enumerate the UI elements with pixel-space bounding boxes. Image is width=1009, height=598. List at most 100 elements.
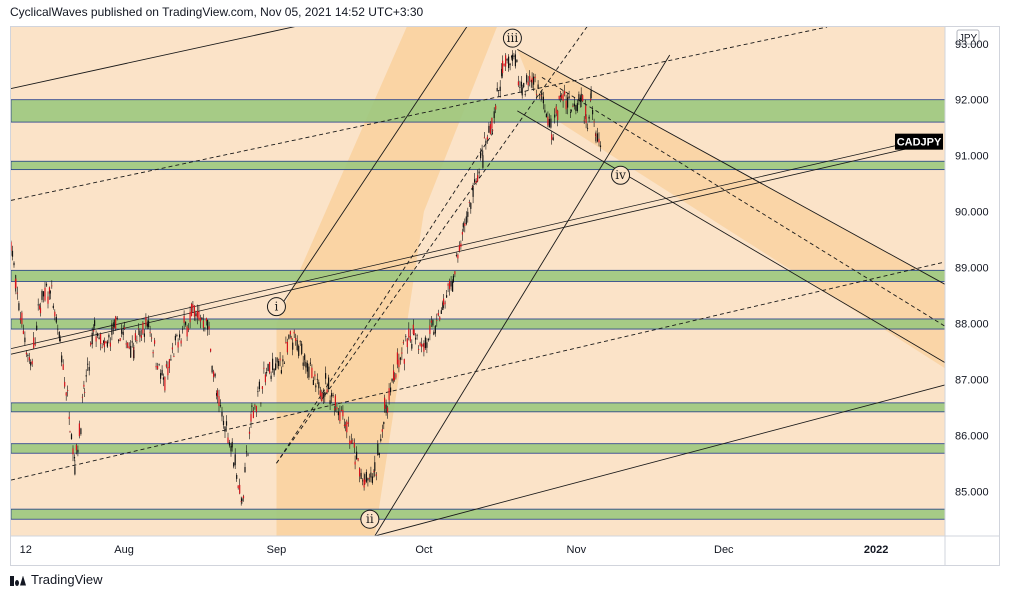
candle-body bbox=[572, 105, 574, 107]
candle-body bbox=[598, 138, 600, 143]
candle-body bbox=[523, 82, 525, 88]
candle-body bbox=[254, 404, 256, 407]
candle-body bbox=[108, 334, 110, 338]
candle-body bbox=[85, 375, 87, 377]
price-tick-label: 88.000 bbox=[955, 318, 989, 330]
candle-body bbox=[162, 377, 164, 380]
candle-body bbox=[519, 87, 521, 88]
candle-body bbox=[385, 404, 387, 413]
candle-body bbox=[87, 363, 89, 365]
candle-body bbox=[55, 316, 57, 323]
candle-body bbox=[170, 359, 172, 361]
candle-body bbox=[551, 134, 553, 140]
candle-body bbox=[498, 90, 500, 91]
candle-body bbox=[464, 223, 466, 226]
time-axis[interactable]: 12 Aug Sep Oct Nov Dec 2022 bbox=[11, 535, 999, 556]
candle-body bbox=[328, 377, 330, 389]
candle-body bbox=[332, 395, 334, 396]
candle-body bbox=[65, 392, 67, 396]
currency-label: JPY bbox=[959, 33, 978, 44]
candle-body bbox=[245, 451, 248, 453]
time-tick-label: 2022 bbox=[864, 544, 888, 556]
candle-body bbox=[405, 336, 407, 338]
candle-body bbox=[101, 347, 103, 349]
candle-body bbox=[455, 255, 457, 256]
candle-body bbox=[225, 421, 228, 426]
candle-body bbox=[477, 175, 479, 182]
sr-zone bbox=[11, 402, 946, 413]
candle-body bbox=[391, 378, 393, 382]
candle-body bbox=[116, 317, 118, 319]
candle-body bbox=[285, 342, 287, 344]
candle-body bbox=[552, 137, 554, 140]
sr-zone bbox=[11, 318, 946, 330]
candle-body bbox=[595, 136, 597, 138]
candle-body bbox=[261, 386, 263, 389]
candle-body bbox=[182, 328, 184, 330]
candle-body bbox=[371, 476, 373, 483]
candle-body bbox=[308, 366, 310, 378]
candle-body bbox=[483, 137, 485, 139]
candle-body bbox=[157, 366, 159, 370]
zone-layer bbox=[11, 99, 946, 520]
candle-body bbox=[368, 478, 370, 479]
candle-body bbox=[495, 105, 497, 110]
candle-body bbox=[218, 396, 220, 406]
price-axis[interactable]: JPY 85.000 86.000 87.000 88.000 89.000 90.000 9… bbox=[895, 27, 989, 565]
double-trendline-b bbox=[11, 142, 931, 355]
candle-body bbox=[412, 324, 414, 334]
candle-body bbox=[570, 112, 572, 113]
sr-zone bbox=[11, 508, 946, 520]
candle-body bbox=[276, 357, 278, 363]
candle-body bbox=[131, 341, 133, 343]
candle-body bbox=[270, 375, 272, 379]
channel-mid-dashed bbox=[276, 133, 494, 464]
candle-body bbox=[527, 81, 529, 86]
candle-body bbox=[176, 335, 178, 336]
candle-body bbox=[396, 352, 398, 365]
wave-label-text: iii bbox=[507, 31, 519, 45]
candle-body bbox=[173, 356, 175, 357]
candle-body bbox=[233, 462, 235, 467]
candle-body bbox=[295, 338, 297, 341]
candle-body bbox=[380, 438, 382, 441]
candle-body bbox=[325, 373, 327, 379]
candle-body bbox=[470, 203, 472, 209]
candle-body bbox=[326, 389, 328, 393]
price-tick-label: 91.000 bbox=[955, 151, 989, 163]
candle-body bbox=[390, 387, 392, 393]
candle-body bbox=[231, 441, 233, 448]
candle-body bbox=[54, 311, 56, 317]
candle-body bbox=[198, 311, 200, 320]
candle-body bbox=[513, 55, 515, 57]
tradingview-branding[interactable]: TradingView bbox=[10, 572, 103, 587]
candle-body bbox=[565, 100, 567, 110]
candle-body bbox=[302, 362, 304, 366]
candle-body bbox=[185, 321, 187, 325]
candle-body bbox=[319, 390, 321, 397]
candle-body bbox=[585, 105, 587, 119]
candle-body bbox=[461, 232, 463, 235]
candle-body bbox=[575, 105, 577, 111]
candle-body bbox=[21, 312, 23, 325]
wave-label-ii: ii bbox=[360, 509, 380, 529]
candle-body bbox=[236, 475, 238, 479]
candle-body bbox=[210, 348, 212, 352]
candle-body bbox=[267, 363, 269, 372]
candle-body bbox=[311, 367, 313, 378]
candle-body bbox=[160, 373, 162, 379]
candle-body bbox=[244, 467, 246, 473]
wave-label-i: i bbox=[266, 297, 286, 317]
candle-body bbox=[384, 397, 386, 409]
candle-body bbox=[398, 359, 400, 368]
candle-body bbox=[24, 337, 26, 343]
candle-body bbox=[343, 425, 345, 426]
candle-body bbox=[443, 298, 445, 306]
candle-body bbox=[401, 352, 403, 354]
candle-body bbox=[39, 305, 41, 310]
candle-body bbox=[251, 405, 253, 407]
candle-body bbox=[164, 377, 166, 391]
candle-body bbox=[421, 343, 423, 348]
candle-body bbox=[437, 313, 439, 316]
